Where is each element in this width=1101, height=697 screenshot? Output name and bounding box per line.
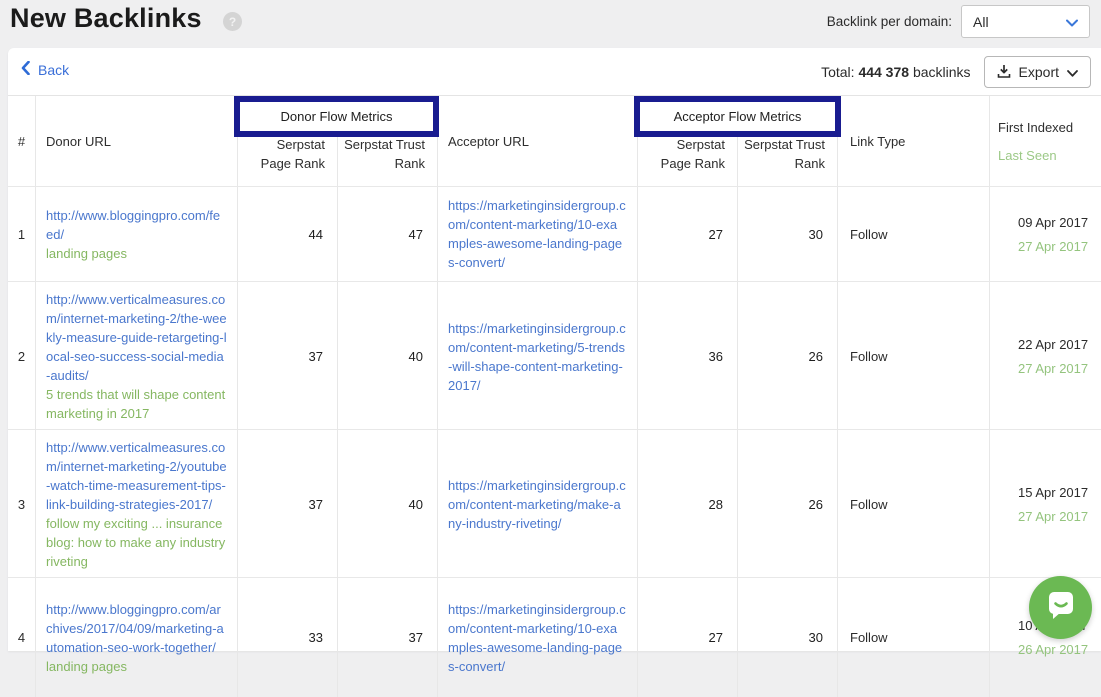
table-row: 2 http://www.verticalmeasures.com/intern… — [8, 281, 1101, 431]
link-type: Follow — [838, 578, 990, 697]
total-count: 444 378 — [858, 64, 910, 80]
row-number: 4 — [8, 578, 36, 697]
donor-url-cell: http://www.bloggingpro.com/archives/2017… — [36, 578, 238, 697]
chat-bubble-icon — [1044, 588, 1078, 627]
chevron-down-icon — [1066, 14, 1078, 30]
acceptor-url-cell: https://marketinginsidergroup.com/conten… — [438, 282, 638, 431]
col-header-donor-url: Donor URL — [36, 96, 238, 186]
total-backlinks: Total: 444 378 backlinks — [821, 64, 970, 80]
acceptor-trust-rank: 30 — [738, 187, 838, 281]
export-label: Export — [1018, 64, 1059, 80]
donor-url-cell: http://www.verticalmeasures.com/internet… — [36, 430, 238, 579]
acceptor-url-cell: https://marketinginsidergroup.com/conten… — [438, 430, 638, 579]
donor-page-rank: 33 — [238, 578, 338, 697]
acceptor-trust-rank: 30 — [738, 578, 838, 697]
acceptor-trust-rank: 26 — [738, 282, 838, 431]
acceptor-url-link[interactable]: https://marketinginsidergroup.com/conten… — [448, 320, 626, 393]
col-header-acceptor-page-rank: Serpstat Page Rank — [638, 96, 738, 186]
first-indexed-date: 15 Apr 2017 — [1018, 485, 1089, 500]
acceptor-page-rank: 27 — [638, 578, 738, 697]
table-row: 4 http://www.bloggingpro.com/archives/20… — [8, 577, 1101, 697]
backlink-per-domain-select[interactable]: All — [961, 5, 1090, 38]
total-suffix: backlinks — [912, 64, 971, 80]
acceptor-url-link[interactable]: https://marketinginsidergroup.com/conten… — [448, 478, 626, 531]
col-header-last-seen: Last Seen — [998, 147, 1057, 163]
col-header-link-type: Link Type — [838, 96, 990, 186]
back-button[interactable]: Back — [21, 60, 70, 78]
donor-url-cell: http://www.bloggingpro.com/feed/ landing… — [36, 187, 238, 281]
row-number: 1 — [8, 187, 36, 281]
donor-page-rank: 37 — [238, 282, 338, 431]
donor-anchor-text: landing pages — [46, 245, 127, 261]
last-seen-date: 27 Apr 2017 — [1018, 509, 1089, 524]
col-header-first-indexed: First Indexed — [998, 119, 1074, 135]
donor-trust-rank: 40 — [338, 430, 438, 579]
acceptor-flow-metrics-label: Acceptor Flow Metrics — [673, 109, 802, 124]
filter-label: Backlink per domain: — [826, 14, 952, 29]
acceptor-page-rank: 36 — [638, 282, 738, 431]
col-header-num: # — [8, 96, 36, 186]
toolbar-right: Total: 444 378 backlinks Export — [821, 56, 1091, 88]
row-number: 3 — [8, 430, 36, 579]
acceptor-url-cell: https://marketinginsidergroup.com/conten… — [438, 578, 638, 697]
page-title: New Backlinks — [10, 3, 202, 33]
link-type: Follow — [838, 187, 990, 281]
dates-cell: 15 Apr 2017 27 Apr 2017 — [990, 430, 1101, 579]
table-header-row: # Donor URL Serpstat Page Rank Serpstat … — [8, 96, 1101, 186]
last-seen-date: 27 Apr 2017 — [1018, 361, 1089, 376]
col-header-acceptor-url: Acceptor URL — [438, 96, 638, 186]
donor-flow-metrics-highlight: Donor Flow Metrics — [234, 96, 439, 137]
backlinks-panel: Back Total: 444 378 backlinks Export Don… — [8, 48, 1101, 697]
chat-launcher-button[interactable] — [1029, 576, 1092, 639]
dates-cell: 09 Apr 2017 27 Apr 2017 — [990, 187, 1101, 281]
help-icon[interactable]: ? — [223, 12, 242, 31]
chevron-left-icon — [21, 60, 30, 78]
topbar: New Backlinks ? Backlink per domain: All — [0, 0, 1101, 48]
back-label: Back — [38, 61, 70, 78]
col-header-acceptor-trust-rank: Serpstat Trust Rank — [738, 96, 838, 186]
donor-url-cell: http://www.verticalmeasures.com/internet… — [36, 282, 238, 431]
select-value: All — [973, 13, 989, 30]
col-header-donor-trust-rank: Serpstat Trust Rank — [338, 96, 438, 186]
backlinks-table: # Donor URL Serpstat Page Rank Serpstat … — [8, 95, 1101, 697]
donor-trust-rank: 40 — [338, 282, 438, 431]
total-prefix: Total: — [821, 64, 855, 80]
panel-toolbar: Back Total: 444 378 backlinks Export — [8, 48, 1101, 95]
acceptor-flow-metrics-highlight: Acceptor Flow Metrics — [634, 96, 841, 137]
donor-page-rank: 44 — [238, 187, 338, 281]
donor-url-link[interactable]: http://www.verticalmeasures.com/internet… — [46, 440, 227, 512]
export-button[interactable]: Export — [983, 56, 1091, 88]
link-type: Follow — [838, 282, 990, 431]
download-icon — [997, 64, 1011, 81]
donor-trust-rank: 47 — [338, 187, 438, 281]
acceptor-page-rank: 28 — [638, 430, 738, 579]
donor-url-link[interactable]: http://www.bloggingpro.com/feed/ — [46, 207, 221, 242]
donor-anchor-text: landing pages — [46, 658, 127, 674]
acceptor-url-link[interactable]: https://marketinginsidergroup.com/conten… — [448, 198, 626, 270]
first-indexed-date: 09 Apr 2017 — [1018, 214, 1089, 230]
acceptor-page-rank: 27 — [638, 187, 738, 281]
last-seen-date: 27 Apr 2017 — [1018, 238, 1089, 254]
acceptor-trust-rank: 26 — [738, 430, 838, 579]
first-indexed-date: 22 Apr 2017 — [1018, 337, 1089, 352]
donor-url-link[interactable]: http://www.bloggingpro.com/archives/2017… — [46, 601, 224, 655]
donor-page-rank: 37 — [238, 430, 338, 579]
donor-trust-rank: 37 — [338, 578, 438, 697]
col-header-dates: First Indexed Last Seen — [990, 96, 1101, 186]
row-number: 2 — [8, 282, 36, 431]
chevron-down-icon — [1067, 64, 1078, 80]
last-seen-date: 26 Apr 2017 — [1018, 642, 1089, 657]
dates-cell: 22 Apr 2017 27 Apr 2017 — [990, 282, 1101, 431]
col-header-donor-page-rank: Serpstat Page Rank — [238, 96, 338, 186]
donor-flow-metrics-label: Donor Flow Metrics — [280, 109, 393, 124]
acceptor-url-cell: https://marketinginsidergroup.com/conten… — [438, 187, 638, 281]
acceptor-url-link[interactable]: https://marketinginsidergroup.com/conten… — [448, 601, 626, 674]
link-type: Follow — [838, 430, 990, 579]
donor-anchor-text: follow my exciting ... insurance blog: h… — [46, 516, 226, 569]
table-row: 3 http://www.verticalmeasures.com/intern… — [8, 429, 1101, 579]
table-row: 1 http://www.bloggingpro.com/feed/ landi… — [8, 186, 1101, 281]
donor-url-link[interactable]: http://www.verticalmeasures.com/internet… — [46, 292, 227, 383]
donor-anchor-text: 5 trends that will shape content marketi… — [46, 387, 226, 421]
backlink-per-domain-filter: Backlink per domain: All — [827, 5, 1090, 38]
